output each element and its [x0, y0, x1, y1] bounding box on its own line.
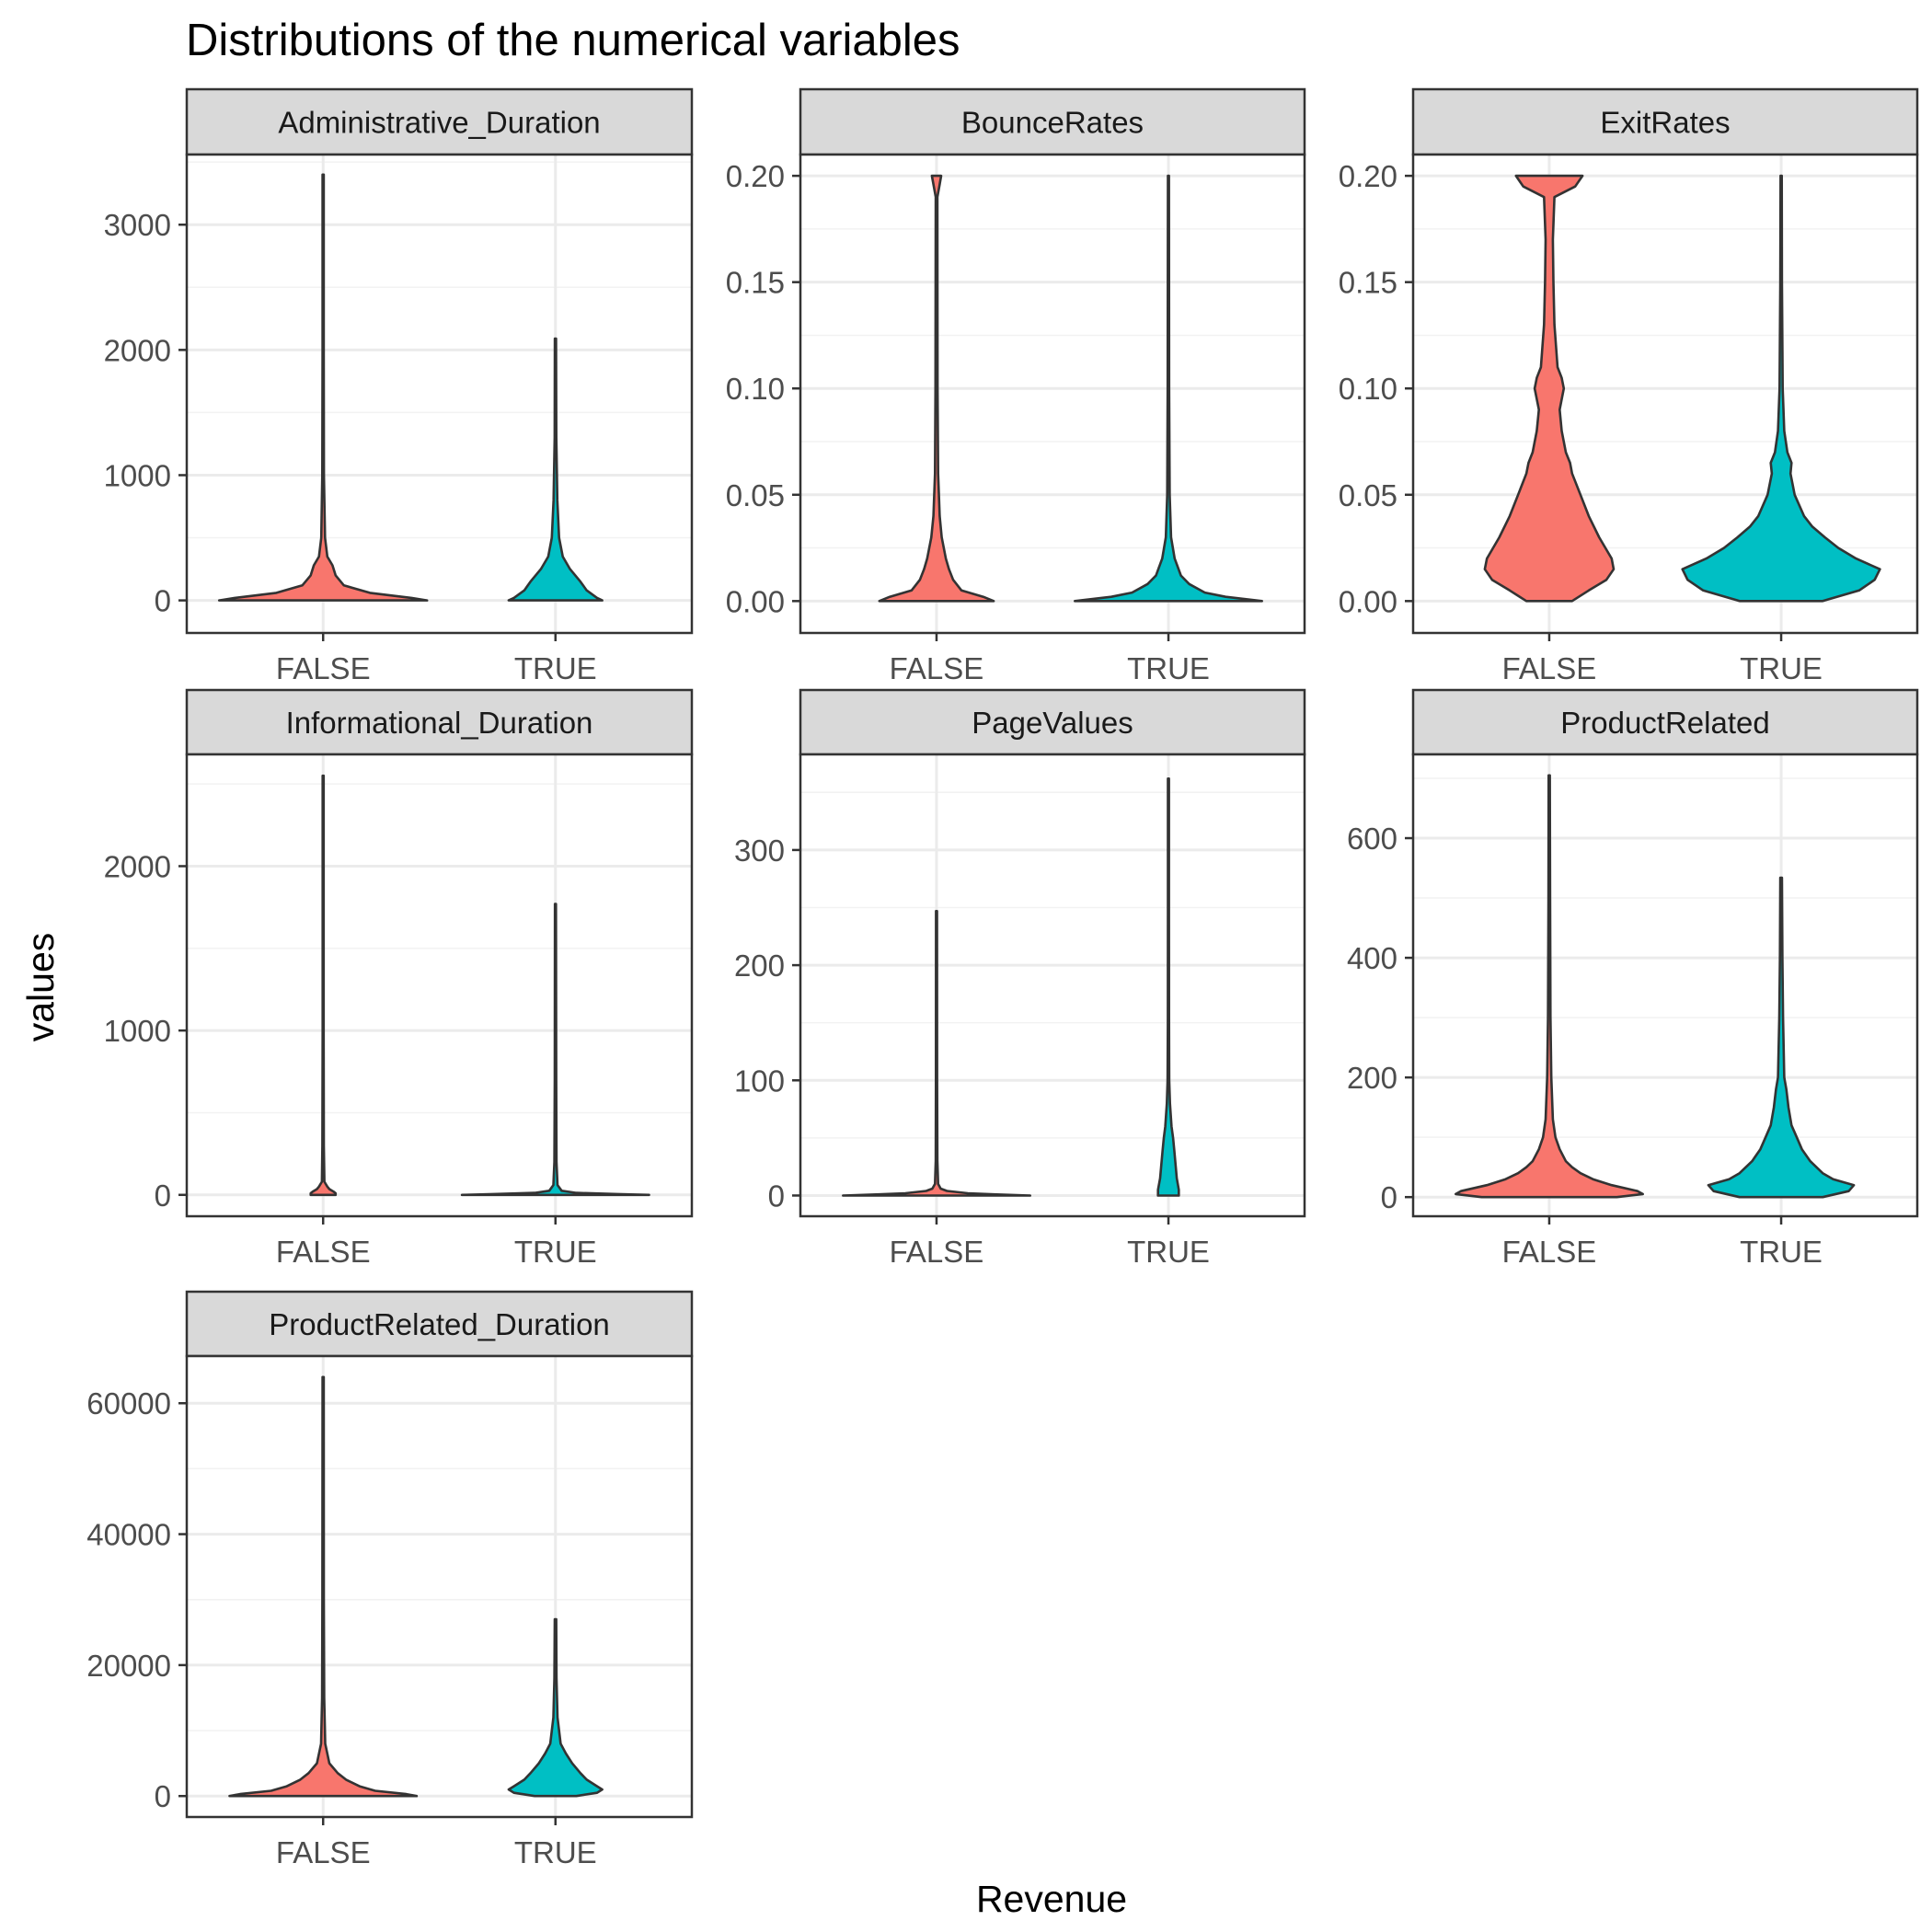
y-tick-label: 200	[1347, 1061, 1397, 1095]
y-tick-label: 0	[768, 1179, 785, 1213]
x-tick-label: TRUE	[514, 1835, 597, 1869]
facet-panels: Administrative_Duration0100020003000FALS…	[86, 87, 1919, 1869]
y-tick-label: 0.00	[1339, 584, 1397, 618]
y-tick-label: 400	[1347, 941, 1397, 975]
violin-true	[1707, 876, 1856, 1199]
chart-title: Distributions of the numerical variables	[186, 16, 960, 65]
panel-productrelated-duration: ProductRelated_Duration 0 20000 40000 60000 F…	[86, 1290, 694, 1869]
x-axis-title: Revenue	[976, 1878, 1127, 1920]
panel-border	[799, 153, 1306, 635]
y-tick-label: 2000	[104, 849, 171, 883]
facet-strip	[1411, 688, 1919, 756]
x-tick-label: TRUE	[1127, 1235, 1210, 1269]
violin-true	[1156, 777, 1180, 1197]
violin-true	[460, 903, 650, 1197]
y-tick-label: 0.00	[726, 584, 785, 618]
x-tick-label: TRUE	[1740, 1235, 1823, 1269]
violin-true	[507, 337, 604, 602]
y-tick-label: 0.20	[1339, 159, 1397, 193]
panel-productrelated: ProductRelated 0 200 400 600 FALSE TRUE	[1347, 688, 1919, 1269]
facet-strip-label: ProductRelated_Duration	[269, 1307, 610, 1341]
panel-bouncerates: BounceRates 0.00 0.05 0.10 0.15 0.20 FALSE TRUE	[726, 87, 1306, 685]
y-tick-label: 1000	[104, 458, 171, 492]
facet-strip	[799, 87, 1306, 156]
panel-background	[1413, 754, 1917, 1216]
x-tick-label: TRUE	[1127, 651, 1210, 685]
panel-border	[799, 753, 1306, 1218]
y-tick-label: 3000	[104, 208, 171, 242]
violin-true	[1681, 174, 1881, 603]
panel-background	[187, 155, 692, 633]
violin-false	[842, 910, 1031, 1197]
panel-administrative-duration: Administrative_Duration 0 1000 2000 3000 FALS…	[104, 87, 694, 685]
x-tick-label: FALSE	[890, 1235, 984, 1269]
y-tick-label: 0.15	[1339, 266, 1397, 300]
facet-strip-label: BounceRates	[961, 106, 1144, 140]
y-tick-label: 0.05	[1339, 478, 1397, 512]
facet-strip	[799, 688, 1306, 756]
panel-border	[185, 153, 694, 635]
y-tick-label: 0.15	[726, 266, 785, 300]
y-tick-label: 40000	[86, 1518, 171, 1552]
violin-false	[228, 1375, 419, 1798]
y-tick-label: 20000	[86, 1649, 171, 1683]
x-tick-label: FALSE	[276, 651, 371, 685]
panel-informational-duration: Informational_Duration 0 1000 2000 FALSE TRUE	[104, 688, 694, 1269]
x-tick-label: FALSE	[276, 1835, 371, 1869]
violin-true	[1074, 174, 1263, 603]
y-tick-label: 0	[155, 584, 171, 618]
violin-false	[309, 774, 338, 1197]
y-tick-label: 0.10	[1339, 372, 1397, 406]
x-tick-label: TRUE	[1740, 651, 1823, 685]
panel-exitrates: ExitRates 0.00 0.05 0.10 0.15 0.20 FALSE TRUE	[1339, 87, 1919, 685]
panel-border	[185, 753, 694, 1218]
facet-strip-label: ExitRates	[1600, 106, 1730, 140]
y-tick-label: 0	[155, 1779, 171, 1813]
violin-false	[1483, 174, 1616, 603]
violin-false	[878, 174, 995, 603]
y-tick-label: 100	[734, 1064, 785, 1098]
panel-background	[800, 754, 1305, 1216]
y-axis-title: values	[19, 933, 62, 1042]
violin-true	[507, 1617, 604, 1798]
y-tick-label: 0.05	[726, 478, 785, 512]
panel-background	[187, 1356, 692, 1817]
y-tick-label: 0.10	[726, 372, 785, 406]
panel-pagevalues: PageValues 0 100 200 300 FALSE TRUE	[734, 688, 1306, 1269]
x-tick-label: FALSE	[1502, 651, 1597, 685]
facet-strip	[185, 1290, 694, 1358]
x-tick-label: FALSE	[890, 651, 984, 685]
facet-strip	[1411, 87, 1919, 156]
facet-strip-label: Informational_Duration	[286, 706, 593, 740]
y-tick-label: 600	[1347, 822, 1397, 856]
violin-false	[1455, 774, 1644, 1199]
facet-strip-label: ProductRelated	[1560, 706, 1769, 740]
panel-border	[1411, 153, 1919, 635]
y-tick-label: 0.20	[726, 159, 785, 193]
x-tick-label: TRUE	[514, 651, 597, 685]
facet-strip-label: Administrative_Duration	[278, 106, 600, 140]
x-tick-label: TRUE	[514, 1235, 597, 1269]
x-tick-label: FALSE	[1502, 1235, 1597, 1269]
y-tick-label: 300	[734, 834, 785, 868]
y-tick-label: 0	[155, 1179, 171, 1213]
y-tick-label: 2000	[104, 333, 171, 367]
violin-false	[217, 173, 429, 602]
y-tick-label: 1000	[104, 1014, 171, 1048]
panel-border	[185, 1354, 694, 1819]
panel-background	[800, 155, 1305, 633]
y-tick-label: 0	[1381, 1180, 1397, 1214]
y-tick-label: 200	[734, 949, 785, 983]
y-tick-label: 60000	[86, 1386, 171, 1420]
panel-background	[187, 754, 692, 1216]
panel-border	[1411, 753, 1919, 1218]
facet-strip-label: PageValues	[972, 706, 1133, 740]
facet-strip	[185, 87, 694, 156]
x-tick-label: FALSE	[276, 1235, 371, 1269]
